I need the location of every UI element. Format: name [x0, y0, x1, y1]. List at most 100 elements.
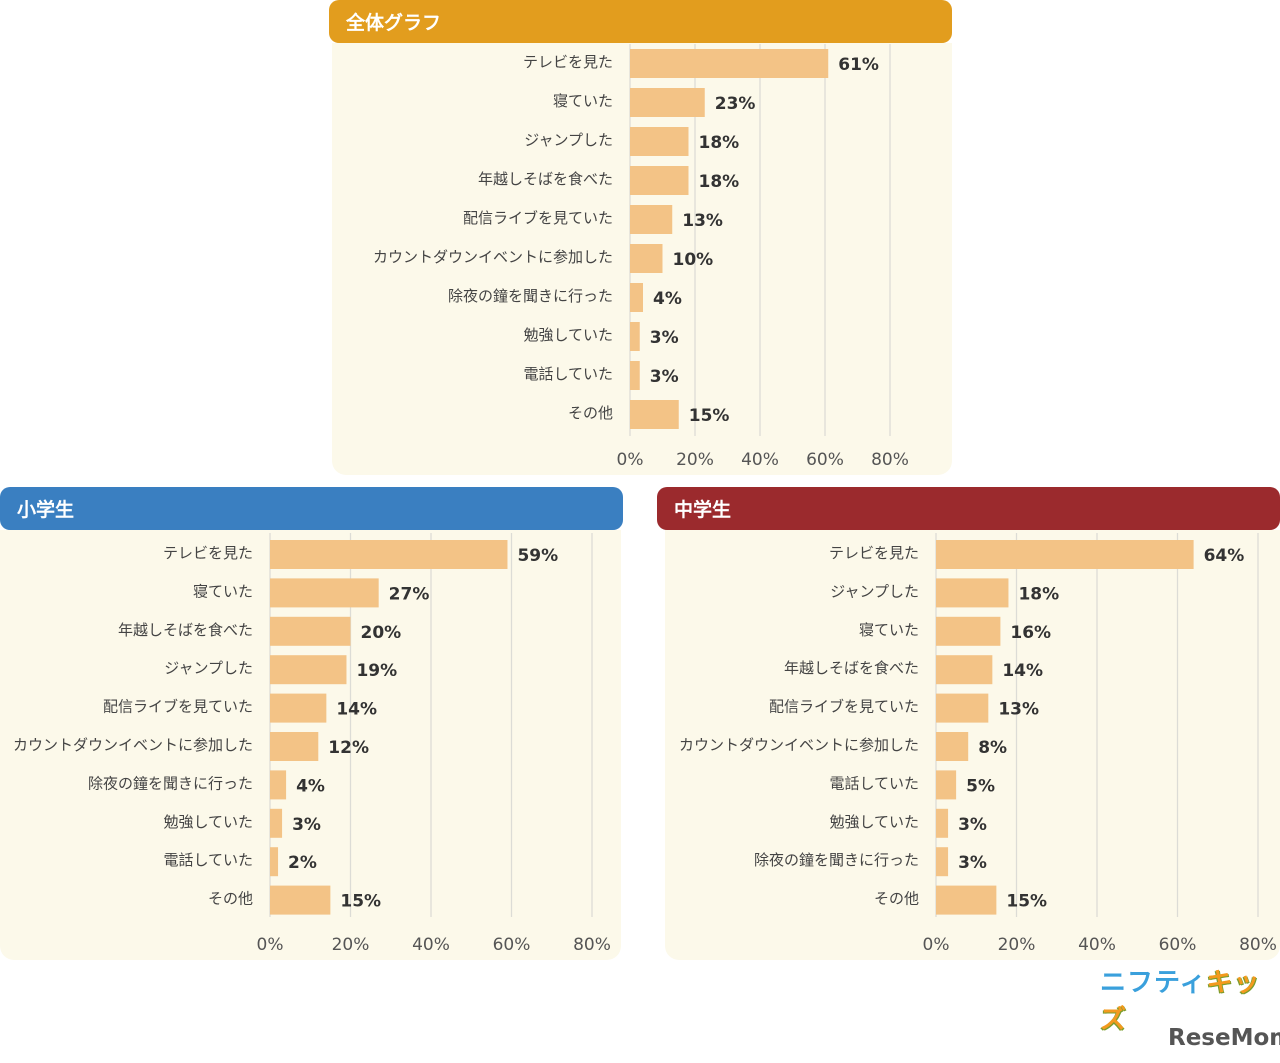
middle-category-label: 除夜の鐘を聞きに行った [754, 851, 919, 869]
overall-bar [630, 88, 705, 117]
middle-category-label: 配信ライブを見ていた [769, 698, 919, 716]
overall-tick-label: 60% [806, 450, 844, 470]
overall-value-label: 61% [838, 55, 879, 75]
elementary-category-label: 寝ていた [193, 582, 253, 600]
overall-category-label: ジャンプした [524, 131, 613, 149]
middle-category-label: カウントダウンイベントに参加した [679, 736, 919, 754]
overall-category-label: テレビを見た [523, 53, 613, 71]
middle-category-label: 寝ていた [859, 621, 919, 639]
overall-category-label: 電話していた [523, 365, 613, 383]
elementary-tick-label: 40% [412, 935, 450, 955]
middle-value-label: 64% [1204, 546, 1245, 566]
middle-chart-panel: 中学生 テレビを見た 64% ジャンプした 18% 寝ていた 16% 年越しそばを食べた 14… [657, 487, 1280, 961]
overall-category-label: 年越しそばを食べた [478, 170, 613, 188]
overall-category-label: 配信ライブを見ていた [463, 209, 613, 227]
elementary-value-label: 15% [340, 892, 381, 912]
overall-bar [630, 127, 689, 156]
overall-bar [630, 322, 640, 351]
middle-value-label: 16% [1010, 623, 1051, 643]
elementary-bar [270, 578, 379, 608]
middle-category-label: 電話していた [829, 774, 919, 792]
elementary-tick-label: 60% [493, 935, 531, 955]
elementary-category-label: テレビを見た [163, 544, 253, 562]
overall-bar [630, 361, 640, 390]
elementary-value-label: 20% [361, 623, 402, 643]
middle-tick-label: 60% [1159, 935, 1197, 955]
middle-category-label: テレビを見た [829, 544, 919, 562]
overall-value-label: 23% [715, 94, 756, 114]
elementary-category-label: その他 [208, 890, 253, 908]
middle-category-label: ジャンプした [830, 582, 919, 600]
elementary-bar [270, 693, 327, 723]
middle-bar [936, 885, 997, 915]
elementary-category-label: 配信ライブを見ていた [103, 698, 253, 716]
middle-value-label: 8% [978, 738, 1007, 758]
nifty-logo-text: ニフティ [1100, 968, 1207, 998]
elementary-bar-chart: テレビを見た 59% 寝ていた 27% 年越しそばを食べた 20% ジャンプした 19% 配信ラ… [13, 533, 611, 955]
middle-value-label: 3% [958, 853, 987, 873]
middle-value-label: 15% [1006, 892, 1047, 912]
overall-value-label: 4% [653, 289, 682, 309]
overall-value-label: 3% [650, 328, 679, 348]
elementary-value-label: 27% [389, 584, 430, 604]
overall-value-label: 3% [650, 367, 679, 387]
elementary-tick-label: 0% [257, 935, 284, 955]
overall-value-label: 10% [673, 250, 714, 270]
kids-logo-text: キッズ [1100, 968, 1261, 1035]
overall-category-label: 除夜の鐘を聞きに行った [448, 287, 613, 305]
overall-bar [630, 400, 679, 429]
resemom-logo: ReseMom [1168, 1025, 1280, 1051]
middle-value-label: 5% [966, 776, 995, 796]
middle-tick-label: 40% [1078, 935, 1116, 955]
overall-bar [630, 49, 829, 78]
overall-bar [630, 244, 663, 273]
middle-bar [936, 578, 1009, 608]
elementary-chart-title: 小学生 [0, 487, 623, 530]
middle-bar [936, 693, 989, 723]
elementary-bar [270, 885, 331, 915]
middle-value-label: 3% [958, 815, 987, 835]
overall-value-label: 15% [689, 406, 730, 426]
nifty-kids-logo: ニフティキッズ [1100, 962, 1280, 1036]
overall-value-label: 18% [699, 172, 740, 192]
elementary-value-label: 19% [356, 661, 397, 681]
middle-bar [936, 770, 957, 800]
elementary-bar [270, 808, 283, 838]
overall-tick-label: 20% [676, 450, 714, 470]
elementary-bar [270, 770, 287, 800]
middle-value-label: 13% [998, 700, 1039, 720]
middle-bar [936, 808, 949, 838]
elementary-value-label: 12% [328, 738, 369, 758]
overall-category-label: カウントダウンイベントに参加した [373, 248, 613, 266]
elementary-value-label: 2% [288, 853, 317, 873]
elementary-tick-label: 20% [332, 935, 370, 955]
elementary-category-label: 勉強していた [163, 813, 253, 831]
elementary-value-label: 59% [517, 546, 558, 566]
elementary-tick-label: 80% [573, 935, 611, 955]
overall-bar [630, 166, 689, 195]
middle-value-label: 14% [1002, 661, 1043, 681]
elementary-category-label: カウントダウンイベントに参加した [13, 736, 253, 754]
middle-category-label: 年越しそばを食べた [784, 659, 919, 677]
elementary-category-label: ジャンプした [164, 659, 253, 677]
middle-tick-label: 20% [998, 935, 1036, 955]
elementary-value-label: 4% [296, 776, 325, 796]
overall-category-label: その他 [568, 404, 613, 422]
middle-tick-label: 80% [1239, 935, 1277, 955]
middle-bar [936, 847, 949, 877]
middle-bar [936, 616, 1001, 646]
elementary-category-label: 除夜の鐘を聞きに行った [88, 774, 253, 792]
overall-bar [630, 283, 643, 312]
elementary-value-label: 14% [336, 700, 377, 720]
middle-value-label: 18% [1018, 584, 1059, 604]
elementary-chart-panel: 小学生 テレビを見た 59% 寝ていた 27% 年越しそばを食べた 20% ジャンプした 19… [0, 487, 623, 961]
elementary-category-label: 電話していた [163, 851, 253, 869]
overall-chart-panel: 全体グラフ テレビを見た 61% 寝ていた 23% ジャンプした 18% 年越しそばを食べた… [329, 0, 952, 476]
middle-tick-label: 0% [923, 935, 950, 955]
overall-bar [630, 205, 673, 234]
overall-tick-label: 0% [617, 450, 644, 470]
elementary-bar [270, 732, 319, 761]
middle-category-label: その他 [874, 890, 919, 908]
overall-chart-title: 全体グラフ [329, 0, 952, 43]
middle-bar [936, 540, 1194, 569]
